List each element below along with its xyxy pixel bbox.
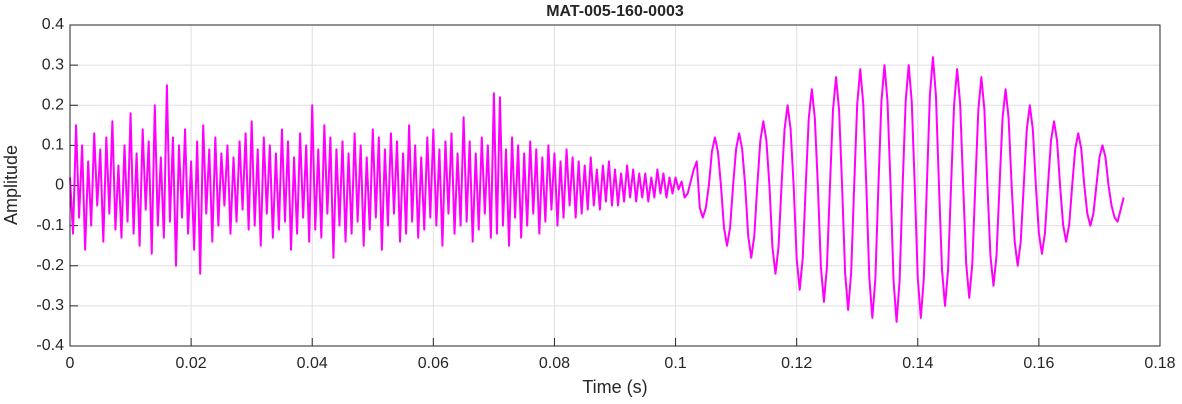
y-tick-label: 0.4 [42, 16, 64, 33]
chart-title: MAT-005-160-0003 [546, 3, 684, 20]
axes-box [69, 24, 1161, 347]
y-axis-label: Amplitude [1, 145, 21, 225]
y-tick-label: -0.3 [36, 297, 64, 314]
x-axis-label: Time (s) [582, 377, 647, 397]
x-tick-label: 0.02 [176, 355, 207, 372]
y-tick-label: 0.1 [42, 137, 64, 154]
x-tick-label: 0.08 [539, 355, 570, 372]
x-tick-label: 0.06 [418, 355, 449, 372]
y-tick-label: -0.2 [36, 257, 64, 274]
y-tick-label: 0.3 [42, 56, 64, 73]
data-line [69, 56, 1125, 323]
y-tick-label: 0.2 [42, 96, 64, 113]
x-tick-label: 0.18 [1144, 355, 1175, 372]
x-tick-label: 0.12 [781, 355, 812, 372]
x-tick-label: 0 [66, 355, 75, 372]
y-tick-label: -0.1 [36, 217, 64, 234]
x-tick-label: 0.1 [664, 355, 686, 372]
x-tick-label: 0.16 [1023, 355, 1054, 372]
y-tick-label: 0 [55, 177, 64, 194]
y-tick-label: -0.4 [36, 337, 64, 354]
x-tick-label: 0.04 [297, 355, 328, 372]
x-tick-label: 0.14 [902, 355, 933, 372]
